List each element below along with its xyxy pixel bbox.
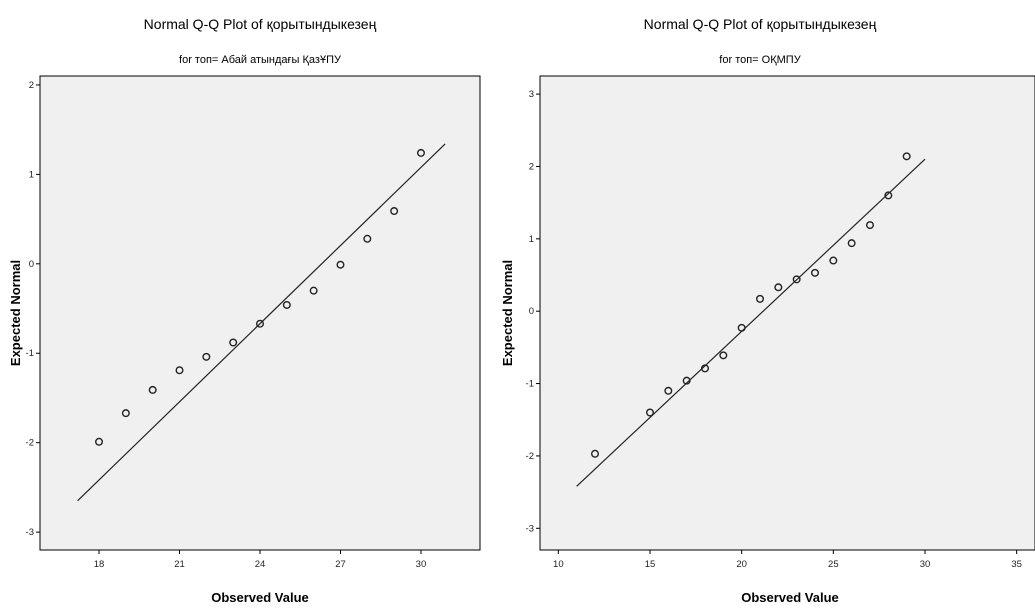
x-tick-label: 24 xyxy=(255,559,266,570)
y-tick-label: -1 xyxy=(26,348,34,359)
data-point xyxy=(282,300,291,309)
x-axis-title: Observed Value xyxy=(211,590,309,605)
data-point xyxy=(737,323,746,332)
y-tick-label: 1 xyxy=(529,234,534,245)
chart-title: Normal Q-Q Plot of қорытындыкезең xyxy=(144,16,377,32)
data-point xyxy=(416,148,425,157)
data-point xyxy=(847,239,856,248)
y-tick-label: -3 xyxy=(26,527,34,538)
y-tick-label: 2 xyxy=(29,80,34,91)
y-axis-title: Expected Normal xyxy=(8,260,23,366)
x-tick-label: 35 xyxy=(1011,559,1022,570)
data-point xyxy=(175,366,184,375)
data-point xyxy=(121,409,130,418)
x-ticks: 10 15 20 25 30 35 xyxy=(553,550,1022,570)
data-point xyxy=(336,260,345,269)
chart-subtitle: for топ= Абай атындағы ҚазҰПУ xyxy=(179,54,342,66)
x-tick-label: 25 xyxy=(828,559,839,570)
data-point xyxy=(701,364,710,373)
data-point xyxy=(95,437,104,446)
x-tick-label: 10 xyxy=(553,559,564,570)
x-tick-label: 15 xyxy=(645,559,656,570)
plot-area xyxy=(539,75,1035,551)
qq-plot-left: Normal Q-Q Plot of қорытындыкезең for то… xyxy=(8,16,481,605)
data-point xyxy=(866,221,875,230)
y-tick-label: -1 xyxy=(526,379,534,390)
y-tick-label: 1 xyxy=(29,169,34,180)
x-tick-label: 21 xyxy=(174,559,185,570)
data-point xyxy=(363,234,372,243)
data-point xyxy=(229,338,238,347)
x-tick-label: 18 xyxy=(94,559,105,570)
x-axis-title: Observed Value xyxy=(741,590,839,605)
data-point xyxy=(591,449,600,458)
plot-area xyxy=(39,75,481,551)
x-tick-label: 27 xyxy=(335,559,346,570)
data-point xyxy=(774,283,783,292)
x-tick-label: 20 xyxy=(736,559,747,570)
data-point xyxy=(202,352,211,361)
y-tick-label: 2 xyxy=(529,161,534,172)
data-point xyxy=(756,294,765,303)
y-ticks: -3 -2 -1 0 1 2 xyxy=(26,80,40,538)
x-ticks: 18 21 24 27 30 xyxy=(94,550,427,570)
data-point xyxy=(646,408,655,417)
data-point xyxy=(792,275,801,284)
data-point xyxy=(719,351,728,360)
data-point xyxy=(390,207,399,216)
reference-line xyxy=(576,158,926,487)
data-point xyxy=(811,268,820,277)
y-tick-label: 0 xyxy=(29,259,34,270)
data-point xyxy=(682,376,691,385)
chart-title: Normal Q-Q Plot of қорытындыкезең xyxy=(644,16,877,32)
data-point xyxy=(256,319,265,328)
chart-subtitle: for топ= ОҚМПУ xyxy=(719,54,801,66)
y-tick-label: 0 xyxy=(529,306,534,317)
reference-line xyxy=(77,143,446,502)
data-point xyxy=(902,152,911,161)
data-point xyxy=(664,386,673,395)
qq-plot-right: Normal Q-Q Plot of қорытындыкезең for то… xyxy=(500,16,1035,605)
x-tick-label: 30 xyxy=(416,559,427,570)
y-tick-label: -2 xyxy=(26,438,34,449)
data-point xyxy=(884,191,893,200)
data-points xyxy=(591,152,911,458)
y-ticks: -3 -2 -1 0 1 2 3 xyxy=(526,89,540,534)
data-points xyxy=(95,148,425,446)
data-point xyxy=(148,385,157,394)
data-point xyxy=(829,256,838,265)
x-tick-label: 30 xyxy=(920,559,931,570)
y-tick-label: -2 xyxy=(526,451,534,462)
y-axis-title: Expected Normal xyxy=(500,260,515,366)
y-tick-label: 3 xyxy=(529,89,534,100)
data-point xyxy=(309,286,318,295)
y-tick-label: -3 xyxy=(526,523,534,534)
